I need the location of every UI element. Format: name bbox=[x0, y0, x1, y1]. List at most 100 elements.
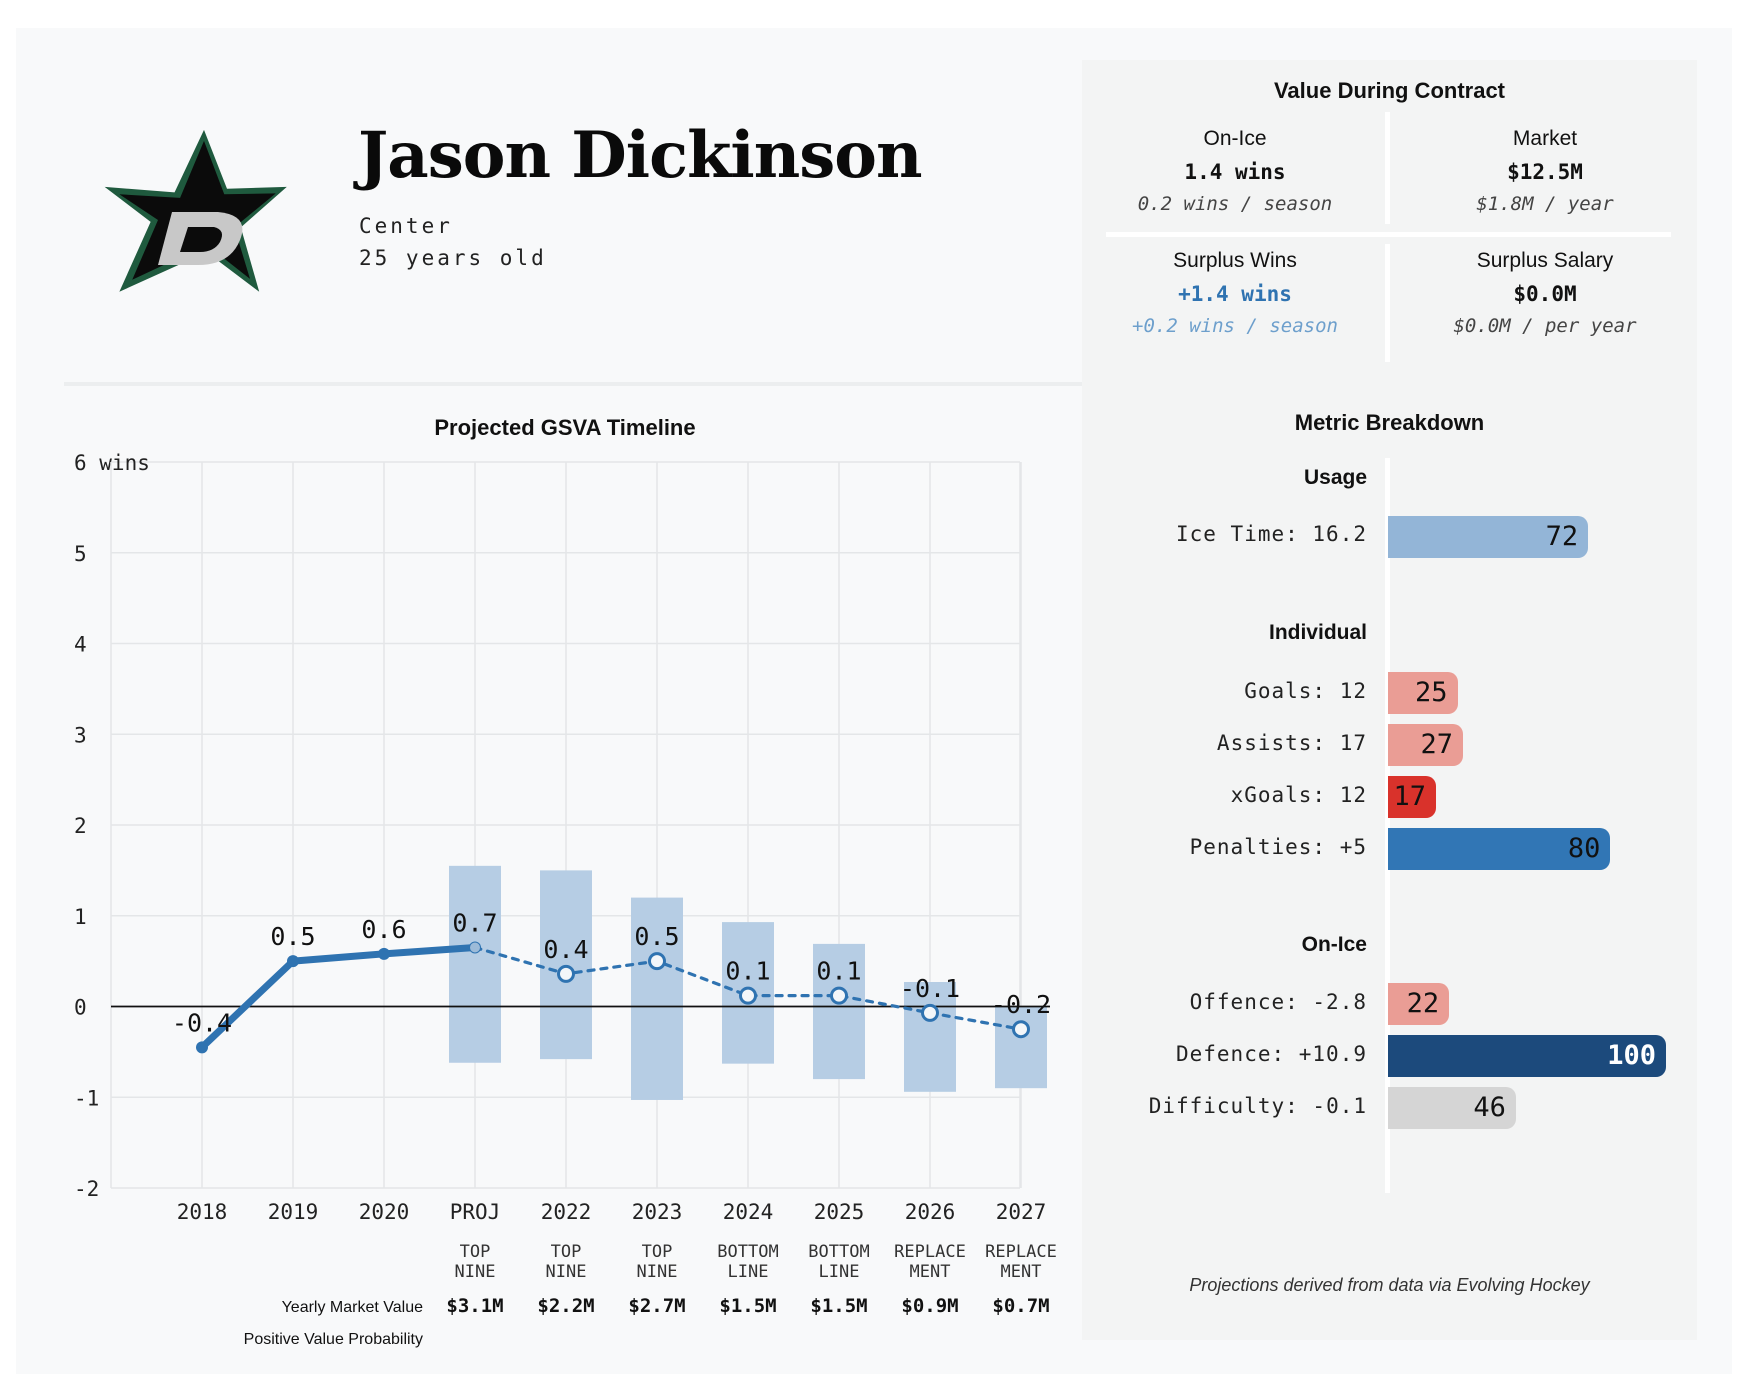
x-tick-label: 2020 bbox=[359, 1200, 410, 1224]
metric-bar-xgoals: 17 bbox=[1388, 776, 1436, 818]
market-value: $3.1M bbox=[446, 1295, 503, 1317]
y-tick-label: 0 bbox=[74, 996, 87, 1020]
y-tick-label: -2 bbox=[74, 1177, 99, 1201]
right-panel: Value During Contract On-Ice 1.4 wins 0.… bbox=[1082, 60, 1697, 1340]
surplus-salary-total: $0.0M bbox=[1513, 282, 1577, 306]
player-age: 25 years old bbox=[359, 246, 547, 270]
value-grid-vsep-bottom bbox=[1385, 244, 1390, 362]
metric-value-offence: 22 bbox=[1406, 988, 1440, 1019]
market-value: $2.2M bbox=[537, 1295, 594, 1317]
group-title-individual: Individual bbox=[1268, 621, 1367, 644]
actual-point bbox=[378, 947, 390, 960]
metric-value-defence: 100 bbox=[1607, 1040, 1656, 1071]
metric-label-assists: Assists: 17 bbox=[1216, 731, 1367, 755]
x-tick-label: 2027 bbox=[996, 1200, 1047, 1224]
metric-label-ice-time: Ice Time: 16.2 bbox=[1175, 522, 1367, 546]
section-divider bbox=[64, 382, 1084, 386]
projected-point bbox=[1012, 1020, 1030, 1039]
data-label: 0.4 bbox=[543, 935, 588, 964]
data-label: 0.1 bbox=[725, 957, 770, 986]
player-position: Center bbox=[359, 214, 453, 238]
group-title-on-ice: On-Ice bbox=[1301, 933, 1367, 956]
role-label: TOP bbox=[460, 1242, 491, 1262]
range-bar bbox=[904, 981, 956, 1092]
metric-label-difficulty: Difficulty: -0.1 bbox=[1148, 1094, 1367, 1118]
data-label: 0.1 bbox=[816, 957, 861, 986]
range-bar bbox=[631, 897, 683, 1100]
x-tick-label: 2026 bbox=[905, 1200, 956, 1224]
value-grid-hsep bbox=[1106, 232, 1671, 237]
data-label: 0.6 bbox=[361, 915, 406, 944]
metric-breakdown-title: Metric Breakdown bbox=[1294, 410, 1485, 435]
x-tick-label: 2025 bbox=[814, 1200, 865, 1224]
metric-bar-penalties: 80 bbox=[1388, 828, 1611, 870]
role-label: NINE bbox=[546, 1262, 587, 1282]
role-label: TOP bbox=[642, 1242, 673, 1262]
metric-value-difficulty: 46 bbox=[1473, 1092, 1506, 1123]
projected-point bbox=[830, 986, 848, 1005]
surplus-wins-per-season: +0.2 wins / season bbox=[1132, 315, 1338, 337]
role-label: BOTTOM bbox=[717, 1242, 778, 1262]
market-per-year: $1.8M / year bbox=[1476, 193, 1614, 215]
projected-point bbox=[921, 1003, 939, 1022]
role-label: REPLACE bbox=[894, 1242, 966, 1262]
data-label: 0.5 bbox=[270, 922, 315, 951]
probability-label: Positive Value Probability bbox=[244, 1331, 423, 1348]
footnote: Projections derived from data via Evolvi… bbox=[1189, 1275, 1590, 1295]
on-ice-value: On-Ice 1.4 wins 0.2 wins / season bbox=[1090, 124, 1380, 218]
range-bar bbox=[540, 870, 592, 1060]
metric-value-ice-time: 72 bbox=[1545, 521, 1579, 552]
projected-point bbox=[648, 952, 666, 971]
y-tick-label: 5 bbox=[74, 542, 87, 566]
role-label: LINE bbox=[819, 1262, 860, 1282]
team-logo bbox=[104, 129, 287, 292]
metric-axis bbox=[1385, 458, 1390, 1193]
metric-value-assists: 27 bbox=[1420, 729, 1454, 760]
metric-value-penalties: 80 bbox=[1567, 833, 1601, 864]
y-tick-label: 3 bbox=[74, 723, 87, 747]
role-label: REPLACE bbox=[985, 1242, 1057, 1262]
data-label: -0.1 bbox=[900, 974, 960, 1003]
on-ice-total: 1.4 wins bbox=[1184, 160, 1286, 184]
market-total: $12.5M bbox=[1507, 160, 1583, 184]
actual-point bbox=[287, 955, 299, 968]
y-tick-label: 6 wins bbox=[74, 451, 150, 475]
data-label: -0.2 bbox=[991, 990, 1051, 1019]
on-ice-label: On-Ice bbox=[1203, 127, 1267, 150]
market-value: $1.5M bbox=[810, 1295, 867, 1317]
market-value: $0.9M bbox=[901, 1295, 958, 1317]
data-label: -0.4 bbox=[172, 1008, 232, 1037]
x-tick-label: 2023 bbox=[632, 1200, 683, 1224]
current-point bbox=[470, 942, 480, 953]
metric-label-defence: Defence: +10.9 bbox=[1175, 1042, 1367, 1066]
metric-label-xgoals: xGoals: 12 bbox=[1230, 783, 1367, 807]
metric-bar-ice-time: 72 bbox=[1388, 516, 1589, 558]
surplus-wins: Surplus Wins +1.4 wins +0.2 wins / seaso… bbox=[1090, 246, 1380, 340]
surplus-salary: Surplus Salary $0.0M $0.0M / per year bbox=[1400, 246, 1690, 340]
metric-bar-offence: 22 bbox=[1388, 983, 1450, 1025]
role-label: NINE bbox=[455, 1262, 496, 1282]
value-grid-vsep-top bbox=[1385, 112, 1390, 224]
role-label: LINE bbox=[728, 1262, 769, 1282]
x-tick-label: 2018 bbox=[177, 1200, 228, 1224]
surplus-wins-total: +1.4 wins bbox=[1178, 282, 1292, 306]
market-value: Market $12.5M $1.8M / year bbox=[1400, 124, 1690, 218]
role-label: NINE bbox=[637, 1262, 678, 1282]
metric-bar-assists: 27 bbox=[1388, 724, 1464, 766]
y-tick-label: 4 bbox=[74, 633, 87, 657]
actual-line bbox=[198, 944, 479, 1051]
metric-value-xgoals: 17 bbox=[1393, 781, 1426, 812]
star-letter-d-hole bbox=[180, 227, 222, 252]
actual-point bbox=[196, 1041, 208, 1054]
y-tick-label: -1 bbox=[74, 1086, 99, 1110]
x-tick-label: PROJ bbox=[450, 1200, 501, 1224]
metric-bar-goals: 25 bbox=[1388, 672, 1458, 714]
projected-point bbox=[739, 986, 757, 1005]
role-label: MENT bbox=[910, 1262, 951, 1282]
chart-title: Projected GSVA Timeline bbox=[434, 415, 695, 440]
metric-value-goals: 25 bbox=[1414, 677, 1448, 708]
market-value: $2.7M bbox=[628, 1295, 685, 1317]
role-label: MENT bbox=[1001, 1262, 1042, 1282]
market-value: $0.7M bbox=[992, 1295, 1049, 1317]
metric-bar-defence: 100 bbox=[1388, 1035, 1666, 1077]
